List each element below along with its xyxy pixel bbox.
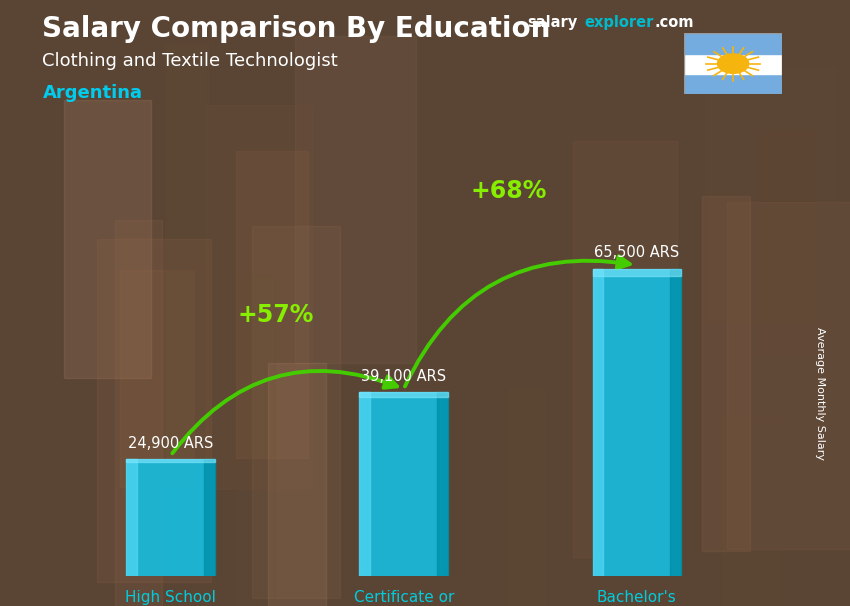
Bar (121, 270, 194, 487)
Bar (702, 196, 751, 551)
Bar (97, 239, 211, 582)
Bar (684, 33, 782, 53)
Text: Argentina: Argentina (42, 84, 143, 102)
Bar (127, 459, 215, 576)
Bar (360, 393, 448, 576)
Bar (236, 275, 275, 606)
Text: Clothing and Textile Technologist: Clothing and Textile Technologist (42, 52, 338, 70)
Bar (204, 459, 215, 576)
Bar (592, 268, 681, 576)
Bar (64, 101, 151, 378)
Text: 65,500 ARS: 65,500 ARS (594, 245, 679, 261)
Bar (360, 393, 370, 576)
Bar (508, 388, 546, 606)
Text: +57%: +57% (237, 303, 314, 327)
Bar (756, 130, 815, 356)
Bar (236, 150, 308, 459)
Bar (728, 202, 850, 549)
Text: explorer: explorer (585, 15, 654, 30)
Bar (438, 393, 448, 576)
Bar (252, 226, 340, 598)
Bar (269, 363, 326, 606)
Text: salary: salary (527, 15, 577, 30)
Bar (706, 67, 836, 322)
Text: .com: .com (654, 15, 694, 30)
Bar (684, 53, 782, 74)
Bar (360, 393, 448, 397)
Text: +68%: +68% (470, 179, 547, 204)
Text: 24,900 ARS: 24,900 ARS (128, 436, 213, 451)
Text: 39,100 ARS: 39,100 ARS (361, 369, 446, 384)
Bar (127, 459, 215, 462)
Bar (573, 141, 677, 557)
Bar (592, 268, 603, 576)
Bar (722, 417, 779, 606)
Bar (592, 268, 681, 276)
Circle shape (717, 54, 749, 73)
Bar (166, 43, 208, 464)
Bar (127, 459, 137, 576)
Text: Average Monthly Salary: Average Monthly Salary (815, 327, 825, 461)
Bar (671, 268, 681, 576)
Bar (115, 219, 162, 606)
Bar (684, 74, 782, 94)
Text: Salary Comparison By Education: Salary Comparison By Education (42, 15, 551, 43)
Bar (295, 36, 416, 363)
Bar (206, 105, 313, 489)
